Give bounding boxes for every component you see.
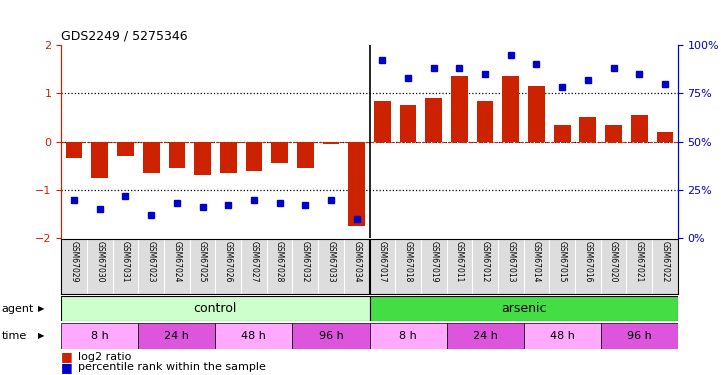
Text: GSM67011: GSM67011	[455, 240, 464, 282]
Text: GSM67013: GSM67013	[506, 240, 516, 282]
Text: GSM67017: GSM67017	[378, 240, 387, 282]
Text: agent: agent	[1, 304, 34, 313]
Text: GSM67030: GSM67030	[95, 240, 105, 282]
Text: GSM67024: GSM67024	[172, 240, 182, 282]
Text: GSM67028: GSM67028	[275, 240, 284, 282]
Text: GSM67027: GSM67027	[249, 240, 258, 282]
Text: GSM67020: GSM67020	[609, 240, 618, 282]
Bar	[370, 296, 678, 321]
Bar	[370, 323, 446, 349]
Bar	[322, 142, 340, 144]
Text: GSM67033: GSM67033	[327, 240, 335, 282]
Bar	[477, 100, 493, 142]
Text: GDS2249 / 5275346: GDS2249 / 5275346	[61, 30, 188, 42]
Text: ▶: ▶	[38, 332, 45, 340]
Text: GSM67029: GSM67029	[70, 240, 79, 282]
Text: control: control	[194, 302, 237, 315]
Bar	[399, 105, 417, 142]
Text: GSM67015: GSM67015	[557, 240, 567, 282]
Bar	[216, 323, 293, 349]
Bar	[374, 100, 391, 142]
Text: GSM67021: GSM67021	[634, 240, 644, 282]
Text: log2 ratio: log2 ratio	[78, 352, 131, 362]
Bar	[503, 76, 519, 142]
Text: GSM67025: GSM67025	[198, 240, 207, 282]
Bar	[528, 86, 545, 142]
Text: GSM67026: GSM67026	[224, 240, 233, 282]
Bar	[601, 323, 678, 349]
Bar	[61, 296, 370, 321]
Text: arsenic: arsenic	[501, 302, 547, 315]
Text: percentile rank within the sample: percentile rank within the sample	[78, 363, 266, 372]
Bar	[246, 142, 262, 171]
Text: ■: ■	[61, 351, 73, 363]
Bar	[66, 142, 82, 159]
Text: 96 h: 96 h	[319, 331, 343, 341]
Text: GSM67014: GSM67014	[532, 240, 541, 282]
Text: 8 h: 8 h	[399, 331, 417, 341]
Bar	[117, 142, 134, 156]
Bar	[138, 323, 216, 349]
Bar	[348, 142, 365, 226]
Text: GSM67016: GSM67016	[583, 240, 593, 282]
Text: GSM67031: GSM67031	[121, 240, 130, 282]
Bar	[61, 323, 138, 349]
Bar	[143, 142, 159, 173]
Bar	[425, 98, 442, 142]
Text: GSM67023: GSM67023	[146, 240, 156, 282]
Bar	[605, 124, 622, 142]
Text: 24 h: 24 h	[164, 331, 190, 341]
Text: GSM67022: GSM67022	[660, 240, 669, 282]
Text: GSM67032: GSM67032	[301, 240, 310, 282]
Bar	[271, 142, 288, 163]
Bar	[657, 132, 673, 142]
Bar	[293, 323, 370, 349]
Text: GSM67019: GSM67019	[429, 240, 438, 282]
Bar	[92, 142, 108, 178]
Bar	[451, 76, 468, 142]
Bar	[220, 142, 236, 173]
Text: ■: ■	[61, 361, 73, 374]
Bar	[194, 142, 211, 176]
Bar	[580, 117, 596, 142]
Text: GSM67034: GSM67034	[352, 240, 361, 282]
Bar	[446, 323, 523, 349]
Text: 24 h: 24 h	[473, 331, 497, 341]
Text: GSM67018: GSM67018	[404, 240, 412, 282]
Text: 48 h: 48 h	[549, 331, 575, 341]
Bar	[631, 115, 647, 142]
Bar	[554, 124, 570, 142]
Text: 8 h: 8 h	[91, 331, 109, 341]
Text: ▶: ▶	[38, 304, 45, 313]
Text: time: time	[1, 331, 27, 341]
Bar	[169, 142, 185, 168]
Text: 48 h: 48 h	[242, 331, 266, 341]
Text: GSM67012: GSM67012	[481, 240, 490, 282]
Text: 96 h: 96 h	[627, 331, 652, 341]
Bar	[297, 142, 314, 168]
Bar	[523, 323, 601, 349]
